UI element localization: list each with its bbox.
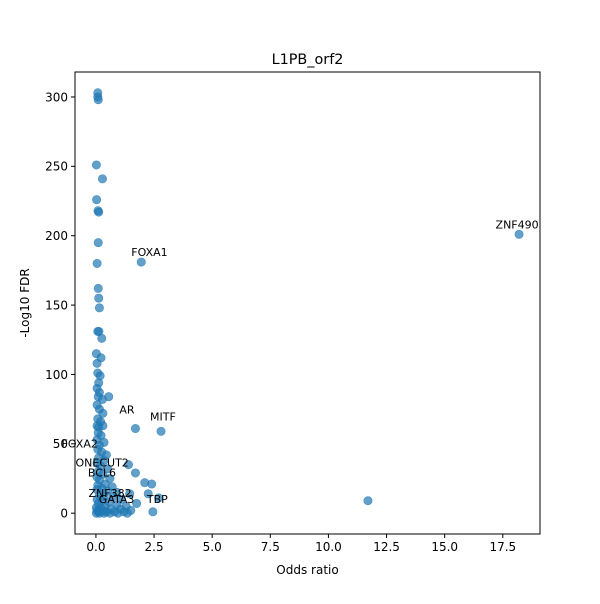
x-tick-label: 0.0 <box>86 540 105 554</box>
point-annotation: MITF <box>150 410 176 423</box>
data-point <box>136 257 146 267</box>
data-point <box>91 160 101 170</box>
y-tick-label: 150 <box>45 298 68 312</box>
y-tick-label: 300 <box>45 90 68 104</box>
x-tick-label: 10.0 <box>315 540 342 554</box>
point-annotation: AR <box>119 404 135 417</box>
point-annotation: FOXA1 <box>131 246 167 259</box>
data-point <box>98 421 108 431</box>
data-point <box>92 195 102 205</box>
x-tick-label: 5.0 <box>203 540 222 554</box>
y-tick-label: 250 <box>45 160 68 174</box>
x-tick-label: 15.0 <box>431 540 458 554</box>
data-point <box>154 493 164 503</box>
data-point <box>93 95 103 105</box>
data-point <box>94 293 104 303</box>
point-annotation: TBP <box>146 493 168 506</box>
data-point <box>93 238 103 248</box>
point-annotation: FOXA2 <box>62 437 98 450</box>
data-point <box>113 508 123 518</box>
data-point <box>147 479 157 489</box>
data-point <box>97 394 107 404</box>
x-tick-label: 17.5 <box>489 540 516 554</box>
data-point <box>97 174 107 184</box>
data-point <box>514 229 524 239</box>
data-point <box>122 508 132 518</box>
data-point <box>94 303 104 313</box>
data-point <box>148 507 158 517</box>
data-point <box>130 468 140 478</box>
data-point <box>363 496 373 506</box>
data-point <box>92 258 102 268</box>
x-tick-label: 12.5 <box>373 540 400 554</box>
x-axis-label: Odds ratio <box>276 563 338 577</box>
point-annotation: BCL6 <box>88 466 116 479</box>
data-point <box>105 508 115 518</box>
y-tick-label: 50 <box>53 437 68 451</box>
data-point <box>156 426 166 436</box>
data-point <box>130 424 140 434</box>
data-point <box>132 498 142 508</box>
y-ticks: 0 50 100 150 200 250 300 <box>45 90 75 520</box>
data-point <box>98 408 108 418</box>
data-point <box>97 333 107 343</box>
chart-title: L1PB_orf2 <box>272 52 344 68</box>
point-annotation: GATA3 <box>99 493 135 506</box>
data-point <box>143 489 153 499</box>
plot-frame <box>74 71 541 535</box>
data-point <box>93 283 103 293</box>
points-layer <box>91 88 524 518</box>
x-ticks: 0.0 2.5 5.0 7.5 10.0 12.5 15.0 17.5 <box>86 534 516 554</box>
y-tick-label: 200 <box>45 229 68 243</box>
x-tick-label: 7.5 <box>261 540 280 554</box>
point-annotation: ZNF382 <box>89 487 132 500</box>
y-axis-label: -Log10 FDR <box>18 268 32 337</box>
data-point <box>123 460 133 470</box>
x-tick-label: 2.5 <box>145 540 164 554</box>
y-tick-label: 100 <box>45 368 68 382</box>
data-point <box>92 358 102 368</box>
data-point <box>125 489 135 499</box>
data-point <box>94 207 104 217</box>
y-tick-label: 0 <box>60 506 68 520</box>
point-annotation: ONECUT2 <box>76 457 129 470</box>
point-annotation: ZNF490 <box>496 218 539 231</box>
